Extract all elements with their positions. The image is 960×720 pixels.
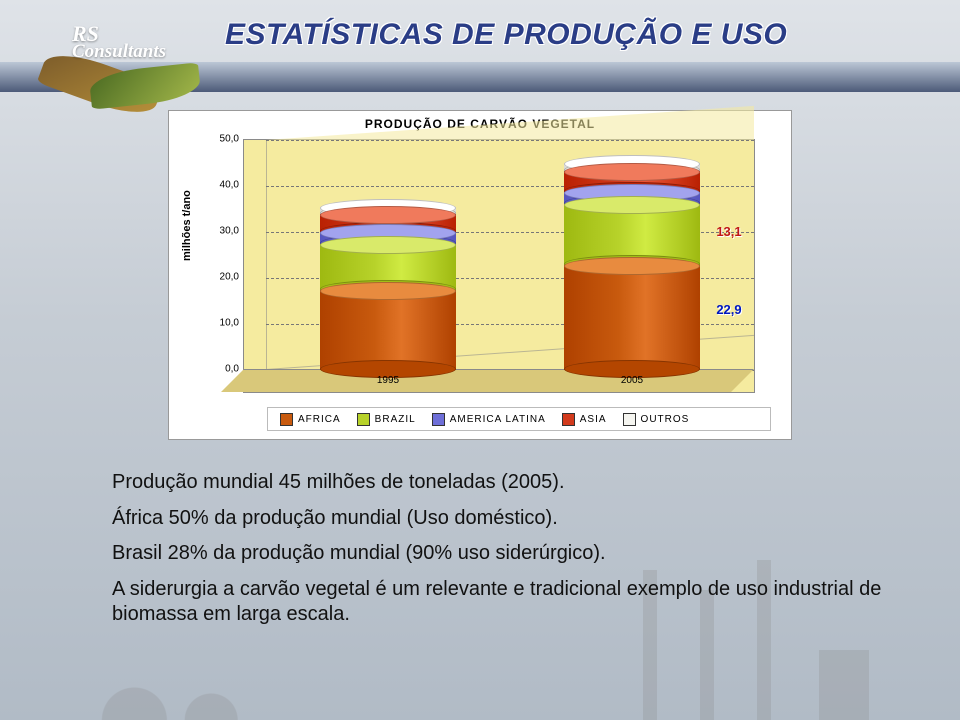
chart-bar-stack <box>564 163 701 370</box>
bullet-item: Produção mundial 45 milhões de toneladas… <box>112 470 890 496</box>
chart-ytick: 20,0 <box>205 272 239 283</box>
chart-ytick: 0,0 <box>205 364 239 375</box>
legend-item: ASIA <box>562 413 607 426</box>
legend-item: BRAZIL <box>357 413 416 426</box>
chart-annotation: 22,9 <box>716 302 741 317</box>
chart-ytick: 40,0 <box>205 180 239 191</box>
chart-bar-stack <box>320 207 457 370</box>
logo: RS Consultants <box>72 24 166 63</box>
chart-ytick: 30,0 <box>205 226 239 237</box>
chart-bar-segment <box>564 204 701 264</box>
chart-xtick: 1995 <box>377 375 399 386</box>
chart-plot: 1995 2005 13,1 22,9 <box>243 139 755 393</box>
legend-item: AFRICA <box>280 413 341 426</box>
chart-annotation: 13,1 <box>716 224 741 239</box>
chart-bar-segment <box>564 265 701 370</box>
chart-panel: PRODUÇÃO DE CARVÃO VEGETAL milhões t/ano… <box>168 110 792 440</box>
chart-xtick: 2005 <box>621 375 643 386</box>
legend-item: AMERICA LATINA <box>432 413 546 426</box>
bullet-item: Brasil 28% da produção mundial (90% uso … <box>112 541 890 567</box>
logo-bottom: Consultants <box>72 41 166 63</box>
bullet-item: A siderurgia a carvão vegetal é um relev… <box>112 577 890 628</box>
leaf-decoration <box>40 54 210 114</box>
legend-item: OUTROS <box>623 413 690 426</box>
bullet-list: Produção mundial 45 milhões de toneladas… <box>112 470 890 638</box>
chart-ytick: 10,0 <box>205 318 239 329</box>
bullet-item: África 50% da produção mundial (Uso domé… <box>112 506 890 532</box>
chart-ytick: 50,0 <box>205 134 239 145</box>
chart-legend: AFRICA BRAZIL AMERICA LATINA ASIA OUTROS <box>267 407 771 431</box>
page-title: ESTATÍSTICAS DE PRODUÇÃO E USO <box>225 18 787 52</box>
chart-bar-segment <box>320 290 457 371</box>
chart-ylabel: milhões t/ano <box>181 190 193 261</box>
